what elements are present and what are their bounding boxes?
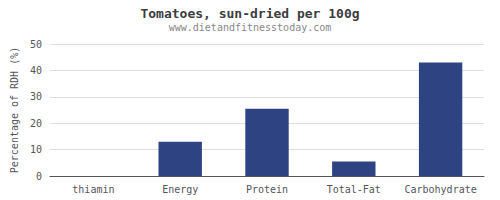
svg-text:30: 30 (30, 91, 42, 102)
svg-text:10: 10 (30, 144, 42, 155)
svg-text:0: 0 (36, 171, 42, 182)
svg-text:www.dietandfitnesstoday.com: www.dietandfitnesstoday.com (169, 22, 332, 33)
svg-text:40: 40 (30, 65, 42, 76)
svg-text:50: 50 (30, 39, 42, 50)
svg-text:Protein: Protein (246, 184, 288, 195)
svg-text:Energy: Energy (162, 184, 198, 195)
svg-text:Total-Fat: Total-Fat (327, 184, 381, 195)
svg-text:Carbohydrate: Carbohydrate (404, 184, 476, 195)
svg-text:20: 20 (30, 118, 42, 129)
svg-text:Percentage of RDH (%): Percentage of RDH (%) (9, 47, 20, 173)
svg-text:thiamin: thiamin (72, 184, 114, 195)
svg-text:Tomatoes, sun-dried per 100g: Tomatoes, sun-dried per 100g (140, 6, 359, 21)
